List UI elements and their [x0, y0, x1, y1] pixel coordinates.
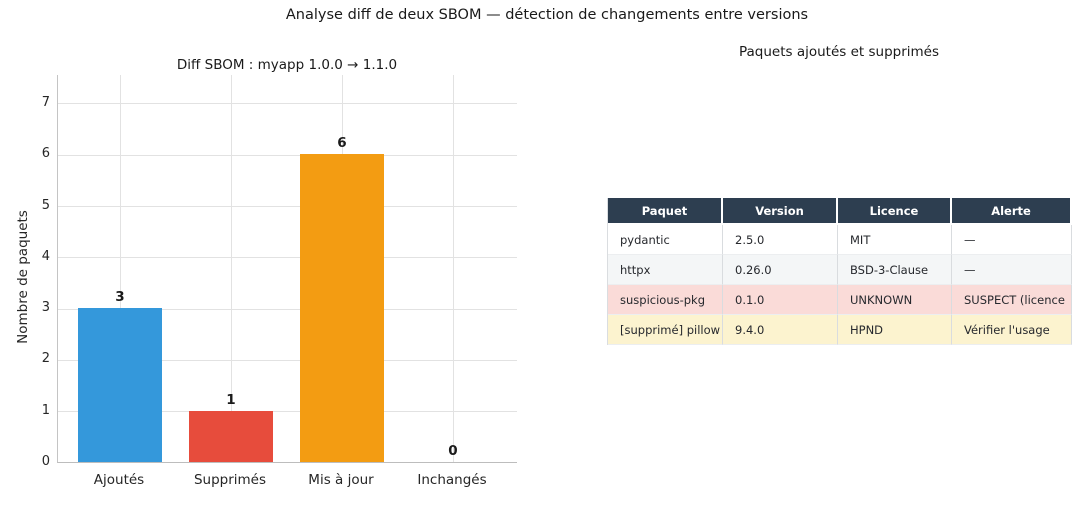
cell-version: 2.5.0 — [723, 225, 838, 255]
package-table-wrap: Paquet Version Licence Alerte pydantic 2.5.0… — [607, 198, 1074, 345]
cell-version: 0.1.0 — [723, 285, 838, 315]
table-row: httpx 0.26.0 BSD-3-Clause — — [608, 255, 1072, 285]
cell-alerte: SUSPECT (licence — [952, 285, 1072, 315]
cell-paquet: httpx — [608, 255, 723, 285]
bar-Mis à jour — [300, 154, 384, 462]
cell-alerte: — — [952, 255, 1072, 285]
v-gridline — [452, 75, 454, 462]
cell-version: 9.4.0 — [723, 315, 838, 345]
cell-paquet: [supprimé] pillow — [608, 315, 723, 345]
column-header-version: Version — [723, 198, 838, 225]
bar-Ajoutés — [78, 308, 162, 462]
column-header-paquet: Paquet — [608, 198, 723, 225]
cell-licence: BSD-3-Clause — [838, 255, 952, 285]
v-gridline — [230, 75, 232, 462]
bar-value-label: 1 — [226, 392, 236, 408]
table-row: [supprimé] pillow 9.4.0 HPND Vérifier l'usa… — [608, 315, 1072, 345]
h-gridline — [58, 154, 517, 156]
bar-value-label: 0 — [448, 443, 458, 459]
package-table: Paquet Version Licence Alerte pydantic 2.5.0… — [607, 198, 1072, 345]
cell-alerte: Vérifier l'usage — [952, 315, 1072, 345]
y-tick-label: 3 — [41, 300, 50, 316]
table-header-row: Paquet Version Licence Alerte — [608, 198, 1072, 225]
h-gridline — [58, 103, 517, 105]
x-tick-label: Inchangés — [417, 472, 487, 488]
y-tick-label: 1 — [41, 402, 50, 418]
cell-paquet: pydantic — [608, 225, 723, 255]
table-row: pydantic 2.5.0 MIT — — [608, 225, 1072, 255]
y-tick-label: 2 — [41, 351, 50, 367]
h-gridline — [58, 206, 517, 207]
table-row: suspicious-pkg 0.1.0 UNKNOWN SUSPECT (licen… — [608, 285, 1072, 315]
h-gridline — [58, 308, 517, 310]
bar-Supprimés — [189, 411, 273, 462]
cell-licence: HPND — [838, 315, 952, 345]
column-header-licence: Licence — [838, 198, 952, 225]
y-tick-label: 5 — [41, 197, 50, 213]
cell-alerte: — — [952, 225, 1072, 255]
cell-paquet: suspicious-pkg — [608, 285, 723, 315]
h-gridline — [58, 411, 517, 413]
column-header-alerte: Alerte — [952, 198, 1072, 225]
y-tick-label: 4 — [41, 248, 50, 264]
cell-licence: UNKNOWN — [838, 285, 952, 315]
cell-version: 0.26.0 — [723, 255, 838, 285]
h-gridline — [58, 257, 517, 259]
y-tick-label: 0 — [41, 454, 50, 469]
table-title: Paquets ajoutés et supprimés — [738, 44, 940, 60]
y-axis-label: Nombre de paquets — [15, 210, 31, 344]
plot-area: 3 1 6 0 — [57, 75, 517, 463]
y-tick-label: 7 — [41, 94, 50, 110]
x-tick-label: Ajoutés — [93, 472, 145, 488]
v-gridline — [119, 75, 121, 462]
figure-title: Analyse diff de deux SBOM — détection de… — [285, 7, 809, 23]
chart-title: Diff SBOM : myapp 1.0.0 → 1.1.0 — [176, 57, 398, 73]
x-tick-label: Mis à jour — [308, 472, 374, 488]
x-tick-label: Supprimés — [193, 472, 267, 488]
bar-value-label: 3 — [115, 289, 125, 305]
y-tick-label: 6 — [41, 146, 50, 162]
cell-licence: MIT — [838, 225, 952, 255]
bar-value-label: 6 — [337, 135, 347, 151]
h-gridline — [58, 359, 517, 361]
